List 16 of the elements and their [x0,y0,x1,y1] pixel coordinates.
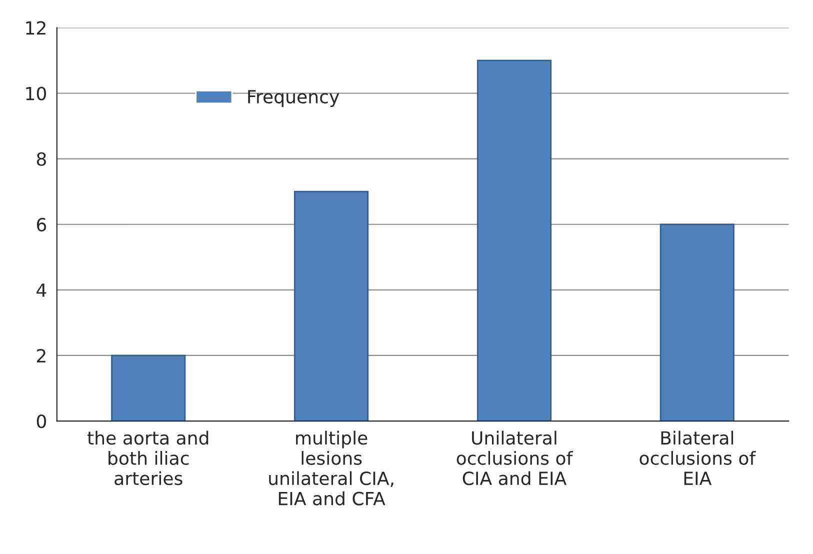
y-tick-label: 6 [36,218,46,232]
y-tick-label: 12 [26,21,46,35]
x-tick-label: multiple lesions unilateral CIA, EIA and CFA [269,430,394,506]
legend-label: Frequency [248,90,340,108]
x-tick-label: the aorta and both iliac arteries [87,430,208,486]
y-tick-label: 8 [36,152,46,166]
x-tick-label: Bilateral occlusions of EIA [640,430,756,485]
x-tick-label: Unilateral occlusions of CIA and EIA [456,430,573,486]
y-tick-label: 4 [36,284,46,297]
y-tick-label: 2 [37,348,46,362]
bar [294,190,369,422]
y-tick-label: 10 [26,86,46,100]
bar [660,224,734,422]
bar [111,354,186,422]
bar [476,60,552,422]
y-tick-label: 0 [36,414,46,428]
